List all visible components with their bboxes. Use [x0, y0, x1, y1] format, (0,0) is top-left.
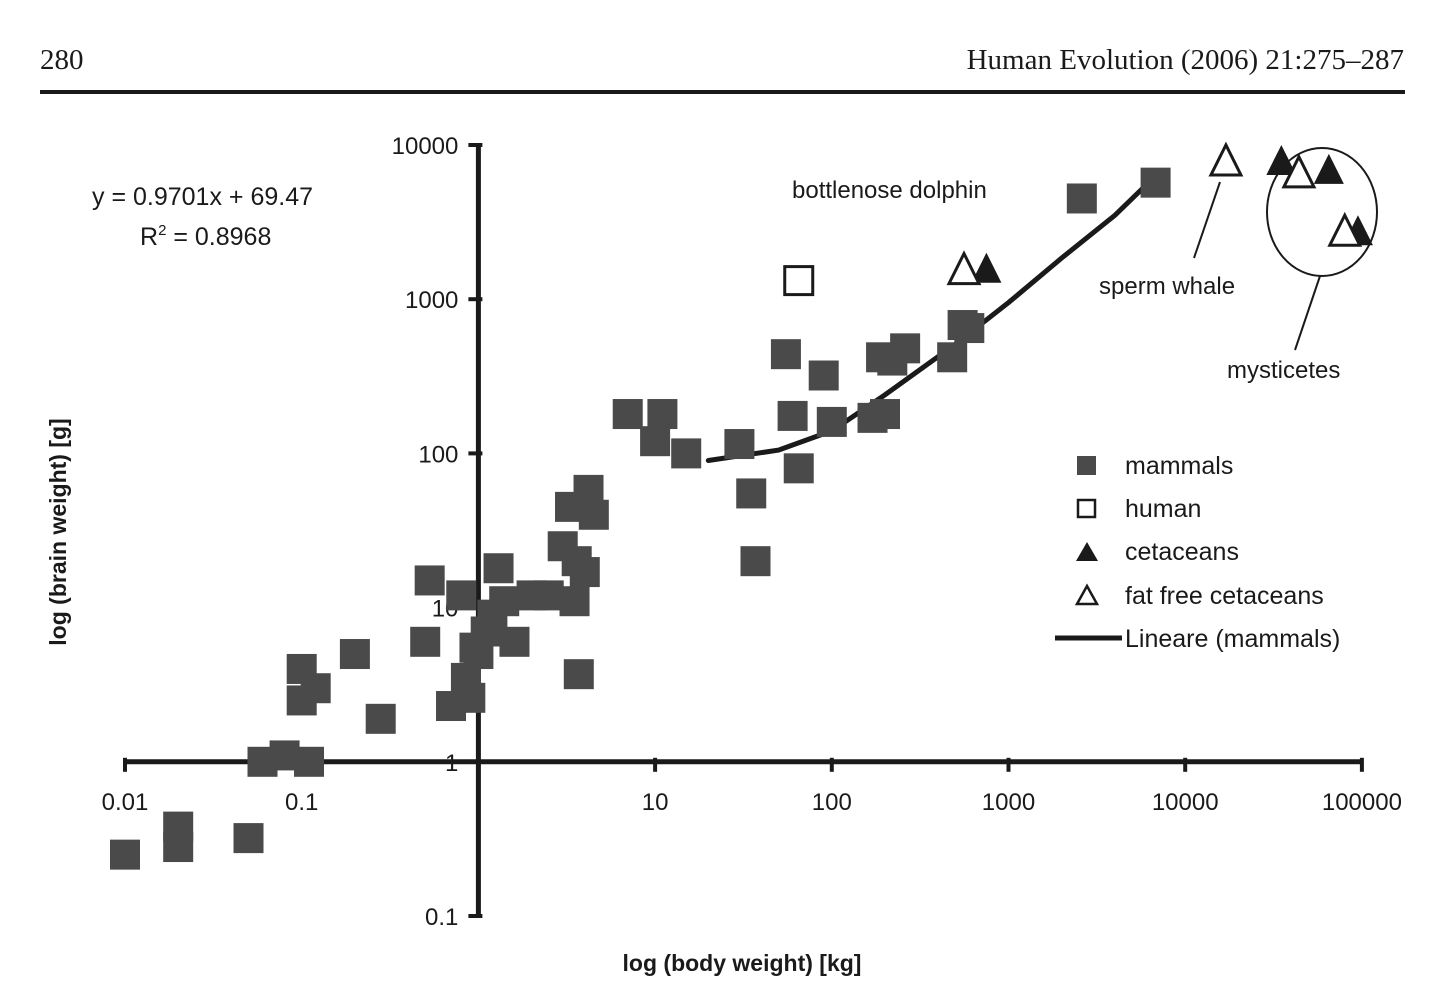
- mammals-trendline: [705, 176, 1155, 463]
- legend-mammals-label: mammals: [1125, 452, 1233, 480]
- r-squared: R2 = 0.8968: [140, 222, 271, 251]
- mammal-point: [414, 565, 445, 596]
- mammal-point: [640, 426, 671, 457]
- mammal-point: [533, 580, 564, 611]
- label-bottlenose-dolphin: bottlenose dolphin: [792, 177, 987, 204]
- mammal-point: [339, 639, 370, 670]
- mammal-point: [489, 586, 520, 617]
- page-number: 280: [40, 44, 84, 76]
- mammal-point: [455, 682, 486, 713]
- cetacean-point: [1313, 153, 1344, 184]
- mammal-point: [163, 811, 194, 842]
- sperm-whale-leader: [1193, 181, 1221, 259]
- human-point: [783, 265, 815, 297]
- header-rule: [40, 90, 1405, 94]
- mammal-point: [808, 360, 839, 391]
- legend-human-marker: [1076, 498, 1097, 519]
- axes: [123, 143, 1364, 918]
- y-tick-label: 100: [418, 441, 458, 468]
- x-tick-label: 0.01: [102, 789, 149, 816]
- y-tick-label: 10000: [392, 133, 459, 160]
- mammal-point: [483, 553, 514, 584]
- mammal-point: [777, 400, 808, 431]
- mammal-point: [954, 313, 985, 344]
- regression-equation: y = 0.9701x + 69.47: [92, 183, 313, 211]
- mammal-point: [559, 586, 590, 617]
- mammal-point: [569, 557, 600, 588]
- legend-cetaceans-marker: [1076, 542, 1098, 561]
- mammal-point: [446, 580, 477, 611]
- legend-human-label: human: [1125, 495, 1201, 523]
- mammal-point: [736, 478, 767, 509]
- fat-free-cetacean-point: [1208, 141, 1244, 177]
- x-tick-label: 100: [812, 789, 852, 816]
- r-squared-value: = 0.8968: [166, 223, 271, 251]
- mammal-point: [1066, 183, 1097, 214]
- x-tick-label: 1000: [982, 789, 1035, 816]
- mammal-point: [647, 399, 678, 430]
- x-tick-label: 10000: [1152, 789, 1219, 816]
- legend-line-label: Lineare (mammals): [1125, 625, 1340, 653]
- r-squared-r: R: [140, 223, 158, 251]
- y-axis-title: log (brain weight) [g]: [45, 418, 71, 645]
- mammal-point: [770, 339, 801, 370]
- mysticetes-leader: [1294, 275, 1321, 351]
- fat-free-cetacean-point: [1281, 153, 1317, 189]
- mammal-point: [365, 703, 396, 734]
- mammal-point: [890, 333, 921, 364]
- x-axis-title: log (body weight) [kg]: [623, 950, 862, 976]
- fat-free-cetacean-point: [1327, 211, 1363, 247]
- y-tick-label: 0.1: [425, 904, 458, 931]
- mammal-point: [563, 659, 594, 690]
- legend-mammals-marker: [1077, 456, 1096, 475]
- x-tick-label: 100000: [1322, 789, 1402, 816]
- label-sperm-whale: sperm whale: [1099, 273, 1235, 300]
- legend: mammals human cetaceans fat free cetacea…: [1055, 452, 1340, 653]
- legend-fat-free-marker: [1074, 583, 1100, 606]
- mammal-point: [410, 626, 441, 657]
- data-points: [110, 141, 1373, 870]
- y-tick-label: 1000: [405, 287, 458, 314]
- fat-free-cetacean-point: [946, 250, 982, 286]
- mammal-point: [783, 453, 814, 484]
- legend-cetaceans-label: cetaceans: [1125, 538, 1239, 566]
- cetacean-point: [971, 252, 1002, 283]
- label-mysticetes: mysticetes: [1227, 357, 1340, 384]
- mammal-point: [110, 839, 140, 870]
- mammal-point: [612, 399, 643, 430]
- x-tick-label: 10: [642, 789, 669, 816]
- mammal-point: [740, 546, 771, 577]
- mysticetes-circle: [1266, 147, 1378, 277]
- mammal-point: [816, 406, 847, 437]
- mammal-point: [294, 746, 325, 777]
- mammal-point: [1140, 167, 1171, 198]
- mammal-point: [869, 399, 900, 430]
- mammal-point: [578, 499, 609, 530]
- mammal-point: [499, 626, 530, 657]
- mammal-point: [671, 438, 702, 469]
- running-head: Human Evolution (2006) 21:275–287: [966, 44, 1404, 76]
- mammal-point: [724, 429, 755, 460]
- tick-labels: 0.01 0.1 10 100 1000 10000 1000000.11101001000…: [102, 133, 1402, 931]
- r-squared-sup: 2: [158, 222, 166, 239]
- mammal-point: [233, 823, 264, 854]
- mammal-point: [937, 342, 968, 373]
- mammal-point: [300, 673, 331, 704]
- legend-fat-free-label: fat free cetaceans: [1125, 582, 1324, 610]
- y-tick-label: 1: [445, 750, 458, 777]
- x-tick-label: 0.1: [285, 789, 318, 816]
- cetacean-point: [1266, 144, 1297, 175]
